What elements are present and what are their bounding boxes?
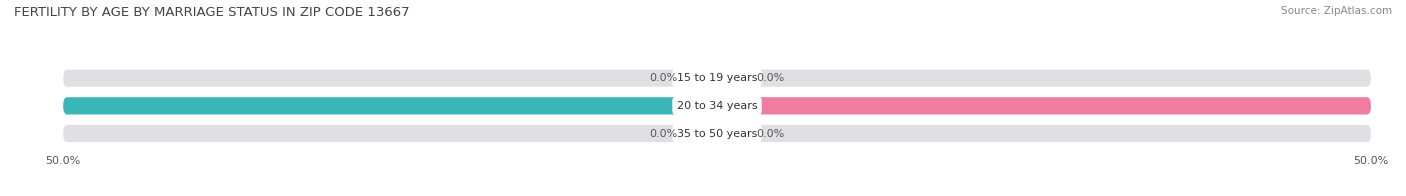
Text: 50.0%: 50.0% — [1384, 101, 1406, 111]
Text: FERTILITY BY AGE BY MARRIAGE STATUS IN ZIP CODE 13667: FERTILITY BY AGE BY MARRIAGE STATUS IN Z… — [14, 6, 409, 19]
Text: 50.0%: 50.0% — [11, 101, 51, 111]
FancyBboxPatch shape — [63, 97, 717, 114]
Text: 0.0%: 0.0% — [756, 129, 785, 139]
Text: Source: ZipAtlas.com: Source: ZipAtlas.com — [1281, 6, 1392, 16]
FancyBboxPatch shape — [63, 70, 1371, 87]
Text: 35 to 50 years: 35 to 50 years — [676, 129, 758, 139]
FancyBboxPatch shape — [63, 125, 1371, 142]
FancyBboxPatch shape — [63, 97, 1371, 114]
Text: 0.0%: 0.0% — [650, 129, 678, 139]
Text: 0.0%: 0.0% — [756, 73, 785, 83]
Text: 15 to 19 years: 15 to 19 years — [676, 73, 758, 83]
Text: 20 to 34 years: 20 to 34 years — [676, 101, 758, 111]
FancyBboxPatch shape — [717, 97, 1371, 114]
Text: 0.0%: 0.0% — [650, 73, 678, 83]
